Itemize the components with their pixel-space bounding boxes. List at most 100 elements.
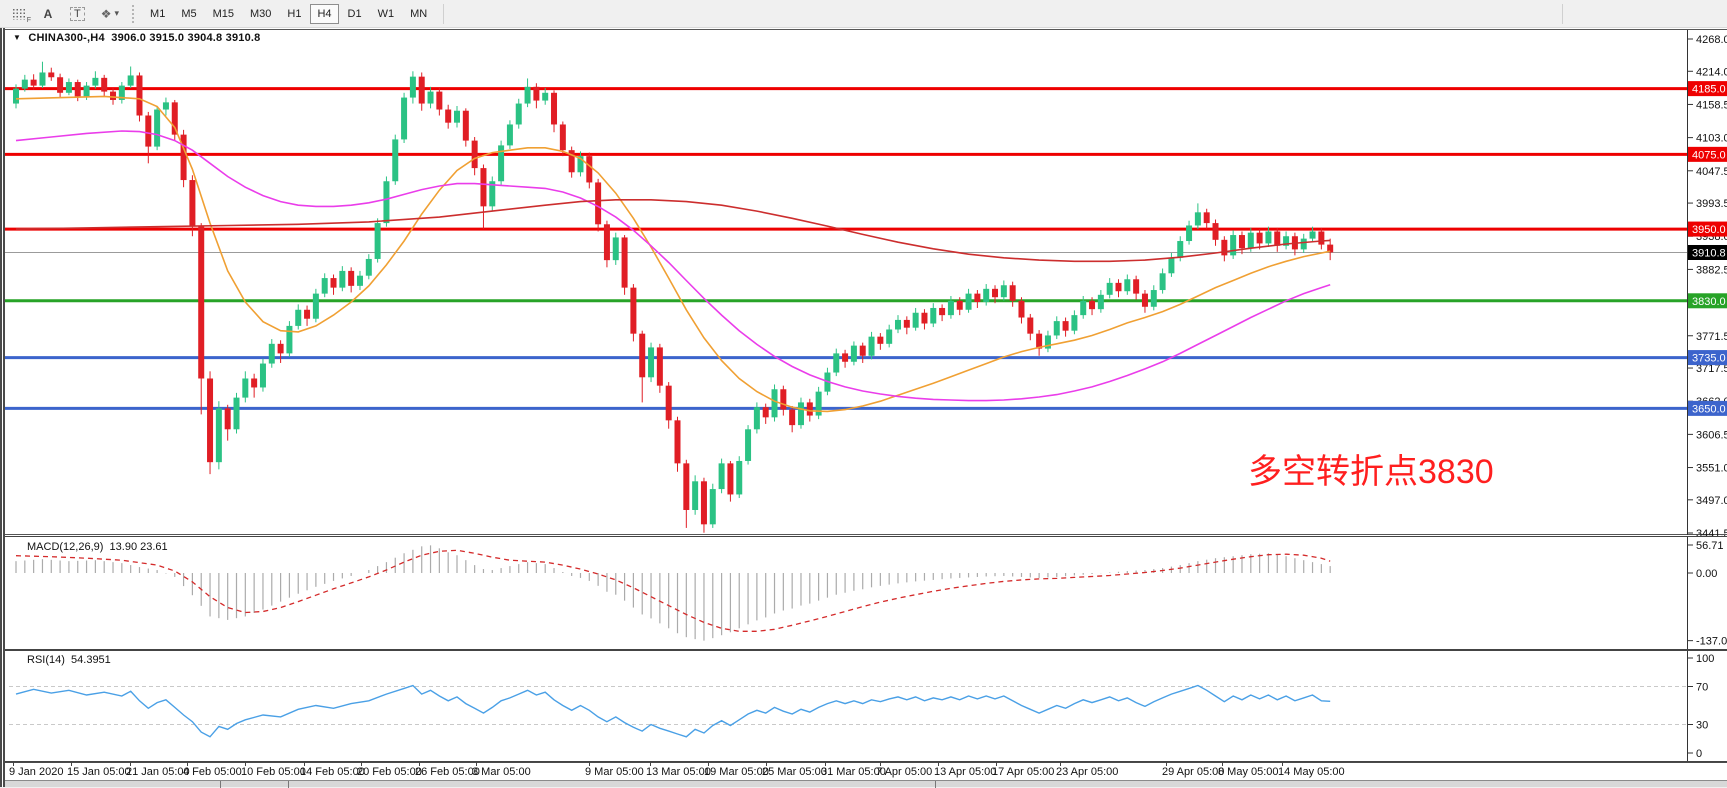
timeframe-h4-button[interactable]: H4	[310, 3, 339, 24]
text-a-icon: A	[43, 6, 53, 21]
timeframe-m1-button[interactable]: M1	[143, 4, 172, 24]
rsi-value: 54.3951	[71, 654, 111, 666]
price-badge-4185.0	[1688, 81, 1727, 97]
time-axis-label: 15 Jan 05:00	[67, 766, 131, 778]
macd-label: MACD(12,26,9) 13.90 23.61	[27, 541, 168, 553]
time-axis-label: 10 Feb 05:00	[241, 766, 306, 778]
time-axis-label: 9 Mar 05:00	[585, 766, 644, 778]
timeframe-d1-button[interactable]: D1	[341, 4, 369, 24]
symbol-ohlc-header[interactable]: ▼ CHINA300-,H4 3906.0 3915.0 3904.8 3910…	[13, 32, 261, 44]
text-label-tool-button[interactable]: A	[35, 3, 61, 25]
time-tick	[938, 762, 939, 766]
ma-fast-orange	[15, 95, 1331, 413]
price-tick-label: 3882.5	[1696, 264, 1727, 276]
chart-tabs-strip[interactable]	[5, 780, 1727, 788]
time-axis-label: 8 May 05:00	[1218, 766, 1279, 778]
time-tick	[1282, 762, 1283, 766]
rsi-label: RSI(14) 54.3951	[27, 654, 111, 666]
time-axis-label: 9 Jan 2020	[9, 766, 64, 778]
time-axis-label: 19 Mar 05:00	[704, 766, 769, 778]
arrows-icon: ❖	[100, 6, 112, 21]
time-axis-label: 3 Mar 05:00	[472, 766, 531, 778]
time-axis-label: 13 Mar 05:00	[646, 766, 711, 778]
price-badge-label: 3830.0	[1692, 296, 1726, 308]
price-tick-label: 4214.0	[1696, 66, 1727, 78]
rsi-tick-label: 100	[1696, 653, 1714, 665]
price-tick-label: 3771.5	[1696, 331, 1727, 343]
macd-signal-value: 23.61	[140, 541, 168, 553]
timeframe-h1-button[interactable]: H1	[280, 4, 308, 24]
grid-icon: F	[12, 7, 31, 24]
time-tick	[1222, 762, 1223, 766]
macd-signal-line	[15, 549, 1331, 632]
price-tick-label: 4158.5	[1696, 99, 1727, 111]
tab-divider	[935, 781, 936, 788]
time-axis[interactable]: 9 Jan 2020 15 Jan 05:00 21 Jan 05:00 4 Feb …	[5, 762, 1727, 780]
time-tick	[419, 762, 420, 766]
time-axis-label: 13 Apr 05:00	[934, 766, 997, 778]
time-tick	[650, 762, 651, 766]
price-tick-label: 3717.5	[1696, 363, 1727, 375]
main-price-panel[interactable]: 4268.0 4214.0 4158.5 4103.0 4047.5 3993.5 3938…	[5, 28, 1727, 536]
price-tick-label: 3993.5	[1696, 198, 1727, 210]
macd-tick-label: 0.00	[1696, 568, 1717, 580]
price-tick-label: 4268.0	[1696, 34, 1727, 46]
time-tick	[1166, 762, 1167, 766]
macd-tick-label: 56.71	[1696, 540, 1724, 552]
macd-name: MACD(12,26,9)	[27, 541, 104, 553]
text-box-tool-button[interactable]: T	[63, 3, 92, 25]
ohlc-high: 3915.0	[149, 32, 185, 44]
toolbar-separator	[443, 3, 445, 24]
timeframe-m5-button[interactable]: M5	[174, 4, 203, 24]
time-axis-label: 31 Mar 05:00	[821, 766, 886, 778]
price-chart-canvas[interactable]: 4268.04214.04158.54103.04047.53993.53938…	[5, 28, 1727, 536]
toolbar-separator-right	[1562, 3, 1563, 24]
time-tick	[71, 762, 72, 766]
macd-main-value: 13.90	[109, 541, 138, 553]
toolbar-drag-handle[interactable]	[132, 4, 137, 23]
arrows-tool-button[interactable]: ❖ ▾	[94, 3, 126, 25]
time-tick	[766, 762, 767, 766]
time-axis-label: 21 Jan 05:00	[126, 766, 190, 778]
price-badge-label: 3910.8	[1692, 247, 1726, 259]
rsi-tick-label: 70	[1696, 682, 1708, 694]
price-badge-3830.0	[1688, 293, 1727, 309]
rsi-indicator-panel[interactable]: 100 70 30 0 RSI(14) 54.3951	[5, 650, 1727, 762]
timeframe-m15-button[interactable]: M15	[206, 4, 241, 24]
time-tick	[996, 762, 997, 766]
symbol-dropdown-icon[interactable]: ▼	[13, 33, 22, 42]
crosshair-grid-tool-button[interactable]: F	[5, 3, 33, 25]
price-badge-label: 3735.0	[1692, 353, 1726, 365]
rsi-tick-label: 0	[1696, 748, 1702, 760]
top-toolbar: F A T ❖ ▾ M1 M5 M15 M30 H1 H4 D1 W1 MN	[0, 0, 1727, 28]
time-axis-label: 7 Apr 05:00	[876, 766, 933, 778]
macd-tick-label: -137.01	[1696, 636, 1727, 648]
time-tick	[708, 762, 709, 766]
time-axis-label: 20 Feb 05:00	[357, 766, 422, 778]
price-tick-label: 3606.5	[1696, 429, 1727, 441]
price-badge-3735.0	[1688, 350, 1727, 366]
timeframe-w1-button[interactable]: W1	[371, 4, 402, 24]
macd-indicator-panel[interactable]: 56.71 0.00 -137.01 MACD(12,26,9) 13.90 23.…	[5, 536, 1727, 650]
rsi-tick-label: 30	[1696, 720, 1708, 732]
chevron-down-icon: ▾	[114, 8, 120, 18]
price-badge-3950.0	[1688, 221, 1727, 237]
chart-annotation-text: 多空转折点3830	[1248, 453, 1494, 491]
macd-chart-canvas[interactable]: 56.71 0.00 -137.01	[5, 536, 1727, 650]
time-tick	[880, 762, 881, 766]
price-badge-3910.8	[1688, 244, 1727, 260]
ma-slow-red	[15, 199, 1331, 263]
tab-divider	[288, 781, 289, 788]
time-tick	[130, 762, 131, 766]
ma-mid-magenta	[15, 130, 1331, 402]
price-tick-label: 3441.5	[1696, 528, 1727, 536]
textbox-t-icon: T	[70, 6, 85, 21]
timeframe-m30-button[interactable]: M30	[243, 4, 278, 24]
symbol-name: CHINA300-,H4	[28, 32, 105, 44]
rsi-name: RSI(14)	[27, 654, 65, 666]
price-badge-label: 4075.0	[1692, 149, 1726, 161]
price-tick-label: 3497.0	[1696, 495, 1727, 507]
rsi-chart-canvas[interactable]: 100 70 30 0	[5, 650, 1727, 762]
timeframe-mn-button[interactable]: MN	[403, 4, 434, 24]
price-badge-4075.0	[1688, 146, 1727, 162]
